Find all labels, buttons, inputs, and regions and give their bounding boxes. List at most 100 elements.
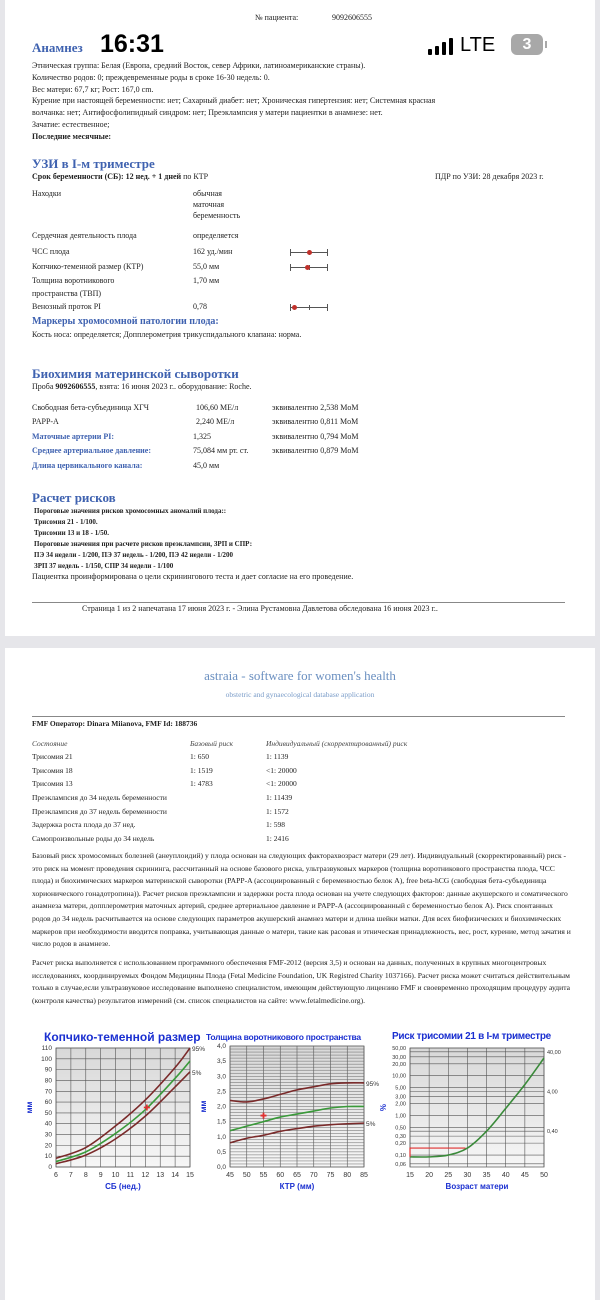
table-cell: 1: 1139 bbox=[266, 752, 289, 761]
risk-threshold: ЗРП 37 недель - 1/150, СПР 34 недели - 1… bbox=[34, 562, 174, 570]
range-value-dot bbox=[305, 265, 311, 270]
divider bbox=[32, 716, 565, 717]
biochem-label: PAPP-A bbox=[32, 417, 59, 426]
table-header: Состояние bbox=[32, 739, 68, 748]
biochem-label: Свободная бета-субъединица ХГЧ bbox=[32, 403, 149, 412]
brand-subtitle: obstetric and gynaecological database ap… bbox=[225, 690, 375, 699]
anamnesis-line: волчанка: нет; Антифосфолипидный синдром… bbox=[32, 108, 383, 117]
risks-title: Расчет рисков bbox=[32, 490, 116, 505]
table-cell: 1: 598 bbox=[266, 820, 285, 829]
sample-info: Проба 9092606555, взята: 16 июня 2023 г.… bbox=[32, 382, 252, 392]
us-row-label: ЧСС плода bbox=[32, 247, 70, 256]
anamnesis-line: Курение при настоящей беременности: нет;… bbox=[32, 96, 436, 105]
us-row-value: 55,0 мм bbox=[193, 262, 220, 271]
us-row-label: пространства (ТВП) bbox=[32, 289, 102, 298]
risk-threshold: Пороговые значения при расчете рисков пр… bbox=[34, 540, 253, 548]
anamnesis-line: Вес матери: 67,7 кг; Рост: 167,0 cm. bbox=[32, 85, 154, 94]
range-indicator bbox=[290, 248, 328, 256]
network-type: LTE bbox=[460, 34, 496, 56]
us-row-value: 1,70 мм bbox=[193, 276, 220, 285]
table-cell: Трисомия 21 bbox=[32, 752, 73, 761]
table-cell: Преэклампсия до 34 недель беременности bbox=[32, 793, 167, 802]
us-row-label: Венозный проток PI bbox=[32, 302, 101, 311]
chart-title: Риск трисомии 21 в I-м триместре bbox=[392, 1031, 551, 1042]
us-row-label: Копчико-теменной размер (КТР) bbox=[32, 262, 144, 271]
anamnesis-title: Анамнез bbox=[32, 40, 83, 55]
page1-footer: Страница 1 из 2 напечатана 17 июня 2023 … bbox=[82, 604, 438, 613]
biochem-mom: эквивалентно 2,538 MoM bbox=[272, 403, 359, 412]
table-cell: Преэклампсия до 37 недель беременности bbox=[32, 807, 167, 816]
us-row-label: Толщина воротникового bbox=[32, 276, 115, 285]
table-cell: <1: 20000 bbox=[266, 766, 297, 775]
us-row-label: Сердечная деятельность плода bbox=[32, 231, 137, 240]
battery-icon: 3 bbox=[511, 34, 543, 55]
table-cell: 1: 11439 bbox=[266, 793, 293, 802]
gestational-age-method: по КТР bbox=[181, 172, 209, 181]
table-cell: 1: 650 bbox=[190, 752, 209, 761]
sample-prefix: Проба bbox=[32, 382, 56, 391]
findings-value: маточная bbox=[193, 200, 225, 209]
range-value-dot bbox=[307, 250, 312, 255]
gestational-age-value: Срок беременности (СБ): 12 нед. + 1 дней bbox=[32, 172, 182, 181]
biochem-value: 2,240 МЕ/л bbox=[196, 417, 235, 426]
anamnesis-line: Зачатие: естественное; bbox=[32, 120, 110, 129]
range-value-dot bbox=[291, 305, 297, 310]
range-indicator bbox=[290, 263, 328, 271]
findings-label: Находки bbox=[32, 189, 62, 198]
patient-id-label: № пациента: bbox=[255, 13, 299, 22]
sample-id: 9092606555 bbox=[55, 382, 96, 391]
chart-title: Толщина воротникового пространства bbox=[206, 1032, 361, 1042]
biochem-value: 45,0 мм bbox=[193, 461, 220, 470]
fmf-operator: FMF Оператор: Dinara Miianova, FMF Id: 1… bbox=[32, 719, 198, 728]
biochem-label: Среднее артериальное давление: bbox=[32, 446, 151, 455]
range-indicator bbox=[290, 303, 328, 311]
ultrasound-title: УЗИ в I-м триместре bbox=[32, 156, 155, 171]
patient-id-value: 9092606555 bbox=[332, 13, 372, 22]
table-cell: 1: 4783 bbox=[190, 779, 213, 788]
biochem-label: Маточные артерии PI: bbox=[32, 432, 115, 441]
anamnesis-line: Этническая группа: Белая (Европа, средни… bbox=[32, 61, 366, 70]
us-row-value: 0,78 bbox=[193, 302, 207, 311]
biochem-title: Биохимия материнской сыворотки bbox=[32, 366, 239, 381]
table-cell: Трисомия 18 bbox=[32, 766, 73, 775]
table-cell: <1: 20000 bbox=[266, 779, 297, 788]
biochem-mom: эквивалентно 0,794 MoM bbox=[272, 432, 359, 441]
table-header: Базовый риск bbox=[190, 739, 234, 748]
us-row-value: 162 уд./мин bbox=[193, 247, 233, 256]
table-cell: 1: 1572 bbox=[266, 807, 289, 816]
biochem-value: 1,325 bbox=[193, 432, 211, 441]
status-time: 16:31 bbox=[100, 30, 164, 58]
biochem-value: 75,084 мм рт. ст. bbox=[193, 446, 249, 455]
markers-text: Кость носа: определяется; Допплерометрия… bbox=[32, 330, 302, 339]
biochem-value: 106,60 МЕ/л bbox=[196, 403, 239, 412]
last-period-label: Последние месячные: bbox=[32, 132, 112, 141]
markers-title: Маркеры хромосомной патологии плода: bbox=[32, 316, 219, 327]
software-note: Расчет риска выполняется с использование… bbox=[32, 958, 571, 1005]
table-header: Индивидуальный (скорректированный) риск bbox=[266, 739, 408, 748]
biochem-mom: эквивалентно 0,879 MoM bbox=[272, 446, 359, 455]
chart-title: Копчико-теменной размер bbox=[44, 1030, 201, 1044]
risk-threshold: Пороговые значения рисков хромосомных ан… bbox=[34, 507, 227, 515]
risk-threshold: Трисомии 13 и 18 - 1/50. bbox=[34, 529, 109, 537]
table-cell: Трисомия 13 bbox=[32, 779, 73, 788]
consent-text: Пациентка проинформирована о цели скрини… bbox=[32, 572, 354, 581]
sample-suffix: , взята: 16 июня 2023 г.. оборудование: … bbox=[95, 382, 252, 391]
signal-icon bbox=[428, 37, 454, 55]
table-cell: Задержка роста плода до 37 нед. bbox=[32, 820, 136, 829]
gestational-age: Срок беременности (СБ): 12 нед. + 1 дней… bbox=[32, 172, 208, 182]
table-cell: 1: 1519 bbox=[190, 766, 213, 775]
table-cell: 1: 2416 bbox=[266, 834, 289, 843]
findings-value: беременность bbox=[193, 211, 241, 220]
anamnesis-line: Количество родов: 0; преждевременные род… bbox=[32, 73, 270, 82]
biochem-mom: эквивалентно 0,811 MoM bbox=[272, 417, 359, 426]
due-date: ПДР по УЗИ: 28 декабря 2023 г. bbox=[435, 172, 544, 181]
risk-threshold: ПЭ 34 недели - 1/200, ПЭ 37 недель - 1/2… bbox=[34, 551, 234, 559]
report-page-2 bbox=[5, 648, 595, 1300]
biochem-label: Длина цервикального канала: bbox=[32, 461, 143, 470]
brand-title: astraia - software for women's health bbox=[204, 668, 396, 683]
risk-explanation: Базовый риск хромосомных болезней (анеуп… bbox=[32, 851, 571, 949]
risk-threshold: Трисомия 21 - 1/100. bbox=[34, 518, 98, 526]
divider bbox=[32, 602, 565, 603]
table-cell: Самопроизвольные роды до 34 недель bbox=[32, 834, 155, 843]
us-row-value: определяется bbox=[193, 231, 239, 240]
